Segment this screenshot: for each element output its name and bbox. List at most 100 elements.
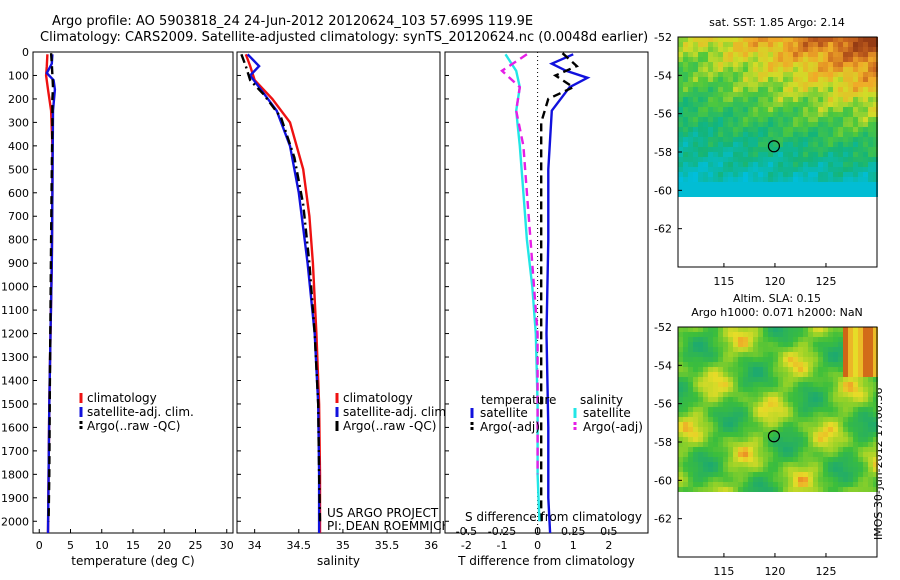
map-cell — [813, 102, 818, 107]
map-cell — [823, 347, 828, 352]
map-cell — [693, 42, 698, 47]
map-cell — [853, 352, 858, 357]
map-cell — [748, 352, 753, 357]
map-cell — [718, 172, 723, 177]
map-cell — [843, 87, 848, 92]
map-cell — [738, 102, 743, 107]
map-cell — [798, 447, 803, 452]
map-cell — [823, 177, 828, 182]
map-cell — [858, 142, 863, 147]
map-cell — [678, 352, 683, 357]
map-cell — [703, 367, 708, 372]
map-cell — [858, 117, 863, 122]
map-cell — [678, 192, 683, 197]
map-y-tick-label: -60 — [654, 474, 672, 487]
map-cell — [813, 142, 818, 147]
map-cell — [848, 152, 853, 157]
map-cell — [778, 457, 783, 462]
map-cell — [863, 467, 868, 472]
map-cell — [738, 342, 743, 347]
map-cell — [703, 102, 708, 107]
map-cell — [683, 147, 688, 152]
map-cell — [773, 412, 778, 417]
map-cell — [718, 377, 723, 382]
map-cell — [848, 92, 853, 97]
map-cell — [713, 392, 718, 397]
map-cell — [773, 372, 778, 377]
map-cell — [733, 172, 738, 177]
map-cell — [838, 47, 843, 52]
map-cell — [693, 402, 698, 407]
map-cell — [678, 342, 683, 347]
map-cell — [803, 187, 808, 192]
map-cell — [788, 82, 793, 87]
map-cell — [688, 112, 693, 117]
top-tick-label: -0.25 — [488, 525, 516, 538]
map-cell — [803, 87, 808, 92]
map-cell — [683, 367, 688, 372]
map-cell — [738, 167, 743, 172]
map-cell — [753, 382, 758, 387]
map-cell — [848, 347, 853, 352]
x-tick-label: 0 — [36, 539, 43, 552]
map-cell — [793, 192, 798, 197]
map-cell — [808, 177, 813, 182]
map-cell — [738, 367, 743, 372]
map-cell — [773, 62, 778, 67]
map-cell — [858, 337, 863, 342]
map-cell — [698, 367, 703, 372]
map-cell — [723, 372, 728, 377]
map-cell — [728, 192, 733, 197]
map-cell — [683, 472, 688, 477]
map-cell — [783, 377, 788, 382]
map-cell — [808, 57, 813, 62]
map-cell — [713, 387, 718, 392]
map-cell — [733, 112, 738, 117]
map-cell — [723, 482, 728, 487]
map-cell — [773, 122, 778, 127]
map-cell — [848, 352, 853, 357]
map-cell — [748, 177, 753, 182]
map-cell — [808, 107, 813, 112]
map-cell — [813, 387, 818, 392]
map-cell — [773, 452, 778, 457]
map-cell — [698, 422, 703, 427]
map-cell — [818, 432, 823, 437]
map-cell — [688, 442, 693, 447]
map-cell — [703, 392, 708, 397]
map-cell — [713, 327, 718, 332]
map-cell — [793, 407, 798, 412]
map-cell — [813, 332, 818, 337]
map-cell — [798, 67, 803, 72]
map-cell — [698, 162, 703, 167]
map-cell — [873, 382, 878, 387]
map-cell — [778, 337, 783, 342]
map-cell — [858, 127, 863, 132]
map-cell — [693, 82, 698, 87]
map-cell — [828, 37, 833, 42]
map-cell — [773, 137, 778, 142]
map-cell — [753, 447, 758, 452]
map-cell — [778, 107, 783, 112]
map-cell — [773, 367, 778, 372]
map-cell — [798, 347, 803, 352]
map-cell — [698, 182, 703, 187]
map-cell — [798, 112, 803, 117]
map-cell — [768, 472, 773, 477]
map-cell — [728, 477, 733, 482]
map-cell — [763, 177, 768, 182]
map-cell — [808, 182, 813, 187]
map-cell — [868, 342, 873, 347]
map-cell — [763, 442, 768, 447]
map-cell — [828, 67, 833, 72]
map-cell — [728, 182, 733, 187]
map-cell — [753, 187, 758, 192]
map-cell — [758, 77, 763, 82]
map-cell — [748, 127, 753, 132]
map-cell — [738, 157, 743, 162]
map-cell — [753, 157, 758, 162]
map-cell — [728, 122, 733, 127]
map-cell — [753, 397, 758, 402]
map-cell — [728, 172, 733, 177]
map-cell — [873, 72, 878, 77]
